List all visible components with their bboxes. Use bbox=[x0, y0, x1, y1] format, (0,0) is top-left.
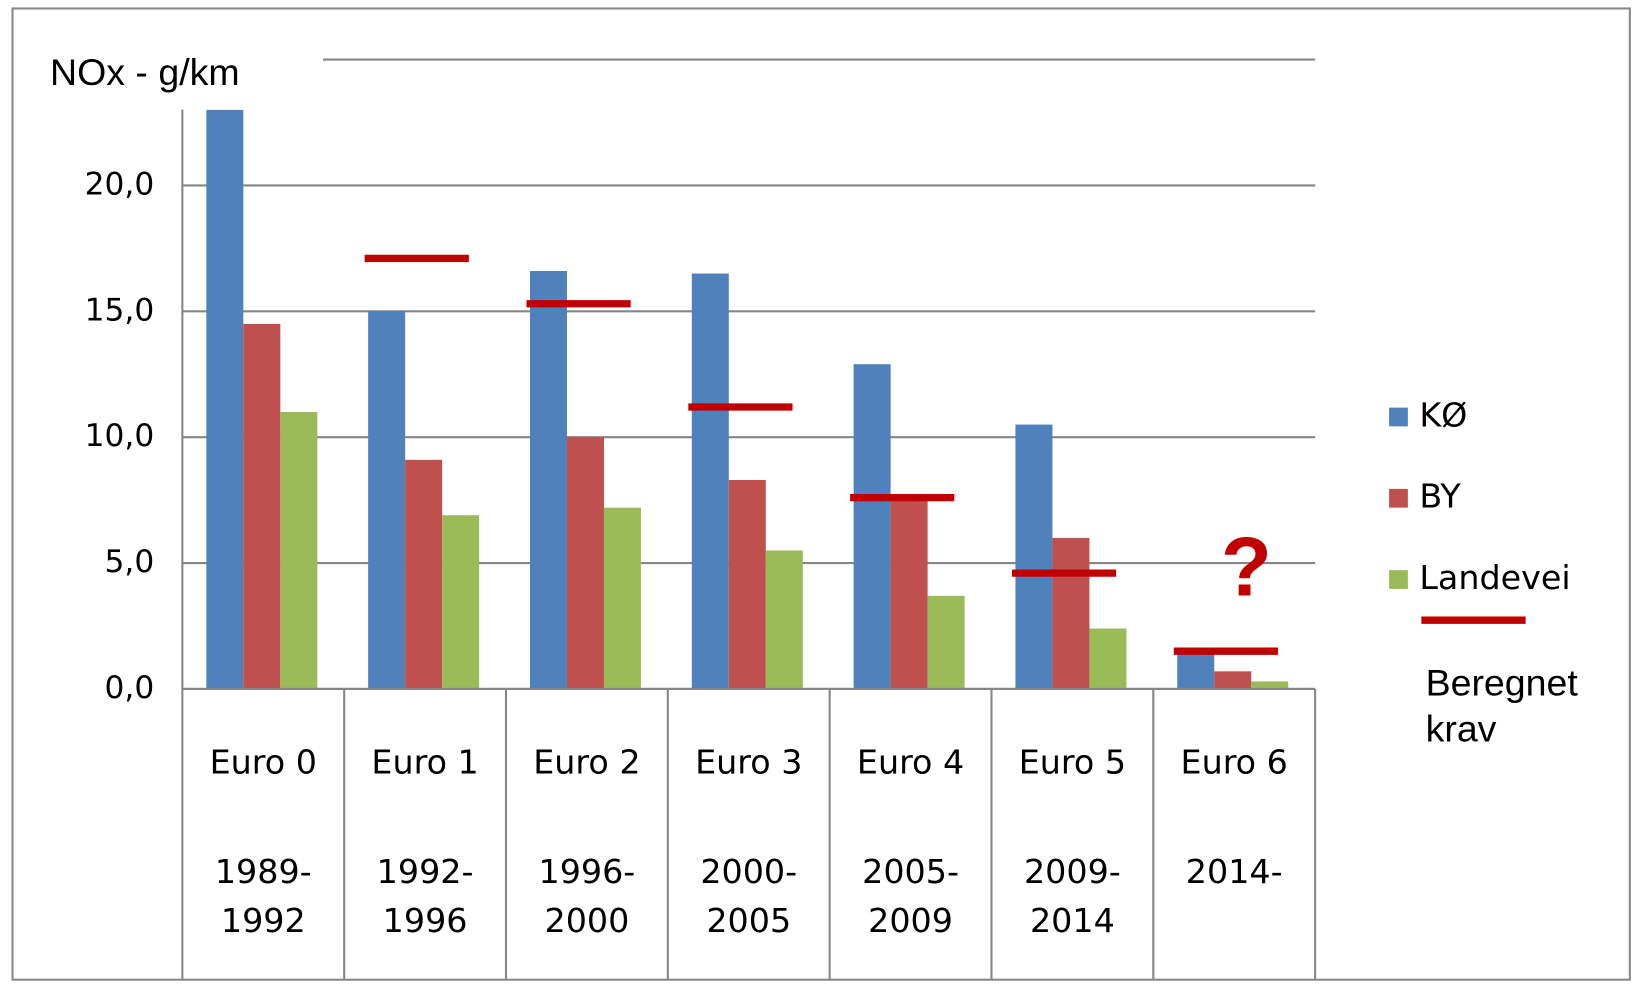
bar bbox=[1214, 671, 1252, 689]
legend-label: Landevei bbox=[1419, 558, 1570, 597]
bar bbox=[280, 412, 318, 689]
x-tick-label: Euro 3 bbox=[695, 742, 802, 781]
bar bbox=[853, 364, 891, 689]
bar bbox=[442, 515, 480, 689]
legend-swatch bbox=[1389, 488, 1408, 508]
period-label: 2005- bbox=[862, 852, 959, 891]
bar bbox=[243, 323, 281, 689]
period-label: 1992 bbox=[221, 901, 306, 940]
period-label: 2000- bbox=[700, 852, 797, 891]
y-tick-label: 15,0 bbox=[85, 292, 155, 328]
bar bbox=[1052, 537, 1090, 689]
period-label: 1996- bbox=[538, 852, 635, 891]
period-label: 2009- bbox=[1024, 852, 1121, 891]
period-label: 2014 bbox=[1030, 901, 1115, 940]
annotation: ? bbox=[1221, 520, 1272, 613]
bar bbox=[765, 550, 803, 689]
y-tick-label: 5,0 bbox=[105, 544, 155, 580]
x-tick-label: Euro 4 bbox=[857, 742, 964, 781]
period-label: 2014- bbox=[1186, 852, 1283, 891]
period-label: 1992- bbox=[377, 852, 474, 891]
bar bbox=[1015, 424, 1053, 689]
bar bbox=[1177, 653, 1215, 689]
x-tick-label: Euro 0 bbox=[210, 742, 317, 781]
y-tick-label: 20,0 bbox=[85, 166, 155, 202]
legend-label: KØ bbox=[1419, 395, 1467, 434]
legend-label: Beregnet bbox=[1426, 662, 1579, 704]
bar bbox=[405, 459, 443, 689]
x-tick-label: Euro 6 bbox=[1181, 742, 1288, 781]
bar bbox=[728, 479, 766, 689]
x-tick-label: Euro 2 bbox=[533, 742, 640, 781]
bar bbox=[1089, 628, 1127, 689]
period-label: 1996 bbox=[383, 901, 468, 940]
x-tick-label: Euro 5 bbox=[1019, 742, 1126, 781]
bar bbox=[603, 507, 641, 689]
y-tick-label: 10,0 bbox=[85, 418, 155, 454]
frame bbox=[11, 7, 1631, 981]
legend-swatch bbox=[1389, 570, 1408, 589]
bar bbox=[927, 595, 965, 689]
x-tick-label: Euro 1 bbox=[371, 742, 478, 781]
bar bbox=[368, 311, 406, 689]
bar bbox=[206, 109, 244, 689]
period-label: 2005 bbox=[706, 901, 791, 940]
y-tick-label: 0,0 bbox=[105, 670, 155, 706]
period-label: 1989- bbox=[215, 852, 312, 891]
legend-swatch bbox=[1389, 407, 1408, 427]
bar bbox=[1251, 681, 1289, 689]
bar bbox=[890, 497, 928, 689]
bar bbox=[566, 437, 604, 689]
period-label: 2000 bbox=[545, 901, 630, 940]
period-label: 2009 bbox=[868, 901, 953, 940]
bar bbox=[691, 273, 729, 689]
y-axis-label: NOx - g/km bbox=[50, 51, 240, 93]
legend-label: BY bbox=[1419, 477, 1461, 516]
legend-label: krav bbox=[1426, 708, 1497, 750]
bar bbox=[529, 271, 567, 689]
